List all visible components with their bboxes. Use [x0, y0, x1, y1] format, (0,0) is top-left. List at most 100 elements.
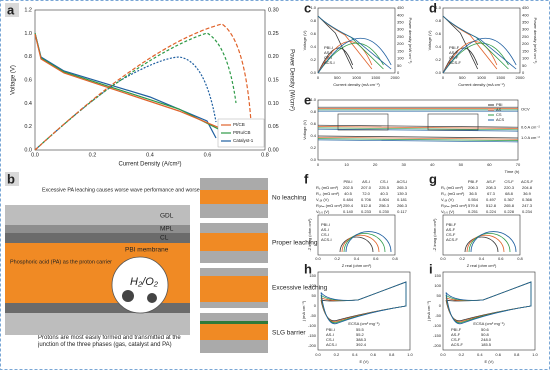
tick-label: 0.2: [24, 124, 32, 130]
cv-loop: [445, 281, 532, 324]
tick-label: 2000: [516, 75, 526, 80]
tick-label: 10: [344, 162, 349, 167]
table-cell: 40.5: [344, 191, 353, 196]
layer-label: CL: [160, 235, 169, 242]
table-cell: R꜀ₜ (mΩ cm²): [441, 191, 465, 196]
legend-entry: CS-I: [321, 232, 329, 237]
legend-entry: Catalyst-1: [233, 138, 254, 143]
table-header: AS-I: [362, 179, 370, 184]
gas-label: H₂/O₂: [130, 276, 159, 288]
tick-label: 50: [312, 293, 317, 298]
panel-label: h: [304, 261, 312, 276]
x-label: Z real (ohm cm²): [342, 263, 372, 268]
curve: [317, 47, 354, 74]
trace: [317, 138, 519, 141]
table-cell: 68.8: [505, 191, 514, 196]
curve: [442, 37, 517, 74]
legend-entry: ACS-I: [321, 237, 332, 242]
table-cell: 0.497: [486, 197, 497, 202]
inset: [337, 113, 389, 131]
legend-entry: AS-F: [449, 50, 459, 55]
curve: [442, 42, 509, 74]
tick-label: -150: [308, 333, 317, 338]
table-header: ACS-I: [397, 179, 408, 184]
tick-label: 0.2: [459, 352, 465, 357]
table-cell: Vₒ꜀ᵥ (V): [441, 209, 455, 214]
table-cell: 0.234: [522, 209, 533, 214]
panel-label: f: [304, 171, 309, 186]
table-cell: 0.117: [397, 209, 407, 214]
tick-label: 0.05: [268, 124, 279, 130]
tick-label: 0.8: [389, 352, 395, 357]
tick-label: 1500: [371, 75, 381, 80]
tick-label: 60: [487, 162, 492, 167]
tick-label: 0.8: [310, 18, 316, 23]
trace: [317, 127, 519, 131]
tick-label: 0.15: [268, 77, 279, 83]
table-cell: 0.228: [504, 209, 515, 214]
tick-label: 50: [459, 162, 464, 167]
arc: [343, 232, 386, 253]
tick-label: 0.4: [310, 44, 316, 49]
panel-label: d: [429, 0, 437, 15]
tick-label: 1500: [496, 75, 506, 80]
curve: [317, 42, 384, 74]
table-cell: 512.8: [361, 203, 372, 208]
ecsa-name: AS-I: [326, 332, 334, 337]
tick-label: 0.2: [334, 256, 340, 261]
tick-label: -200: [308, 343, 317, 348]
tick-label: 0.20: [268, 54, 279, 60]
tick-label: 100: [434, 283, 441, 288]
table-header: AS-F: [486, 179, 496, 184]
tick-label: 1.0: [310, 5, 316, 10]
y-label: -Z imag (ohm cm²): [307, 218, 312, 252]
plot-frame: [317, 99, 519, 161]
trace: [317, 128, 519, 132]
tick-label: 0.6: [373, 256, 379, 261]
tick-label: 300: [522, 27, 529, 32]
tick-label: 0.6: [310, 31, 316, 36]
tick-label: 250: [397, 34, 404, 39]
curve: [34, 33, 252, 142]
trace: [317, 124, 519, 128]
y2-label: Power Density (W/cm²): [288, 49, 294, 111]
y2-label: Power density (mW cm⁻²): [408, 18, 413, 65]
table-header: CS-I: [380, 179, 388, 184]
tick-label: 200: [397, 41, 404, 46]
legend-entry: AS: [496, 107, 502, 112]
tick-label: 0: [397, 70, 400, 75]
arc: [470, 231, 517, 253]
tick-label: 0.0: [315, 352, 321, 357]
table-cell: 0.251: [468, 209, 479, 214]
x-label: E (V): [484, 359, 494, 364]
trace: [317, 126, 519, 129]
y-label: -Z imag (ohm cm²): [432, 218, 437, 252]
tick-label: 0.6: [370, 352, 376, 357]
legend-entry: PBI-F: [449, 45, 460, 50]
tick-label: 0: [439, 303, 442, 308]
tick-label: 70: [516, 162, 521, 167]
table-cell: 207.0: [361, 185, 372, 190]
cv-loop: [320, 281, 407, 325]
table-cell: 0.484: [343, 197, 354, 202]
tick-label: 0.4: [477, 352, 483, 357]
tick-label: 0.4: [479, 256, 485, 261]
table-cell: 247.3: [522, 203, 533, 208]
tick-label: 0.0: [435, 70, 441, 75]
legend-entry: PBI-I: [324, 45, 333, 50]
tick-label: 0.8: [435, 18, 441, 23]
tick-label: 0.0: [310, 157, 316, 162]
trace: [317, 135, 519, 139]
table-cell: 256.3: [379, 203, 390, 208]
tick-label: 0.00: [268, 147, 279, 153]
panel-b: b Excessive PA leaching causes worse wav…: [5, 171, 328, 353]
gdl-layer: [5, 205, 190, 225]
tick-label: 2000: [391, 75, 401, 80]
x-label: Z real (ohm cm²): [467, 263, 497, 268]
table-cell: R꜀ₜ (mΩ cm²): [316, 191, 340, 196]
legend-entry: CS-F: [446, 232, 456, 237]
table-cell: 72.0: [362, 191, 371, 196]
table-header: ACS-F: [521, 179, 534, 184]
table-cell: 0.706: [361, 197, 372, 202]
inset: [427, 113, 479, 131]
